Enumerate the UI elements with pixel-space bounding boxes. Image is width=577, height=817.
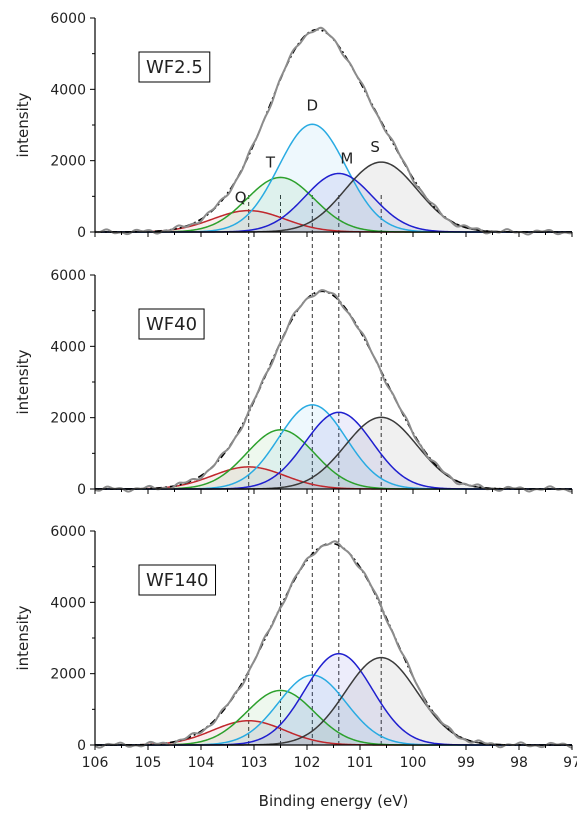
y-tick-label: 6000 xyxy=(50,11,86,27)
component-fill xyxy=(95,177,572,232)
fit-curve xyxy=(95,542,572,746)
y-tick-label: 4000 xyxy=(50,595,86,611)
component-fill xyxy=(95,417,572,489)
experimental-curve xyxy=(94,540,573,749)
y-tick-label: 0 xyxy=(77,482,86,498)
y-tick-label: 4000 xyxy=(50,82,86,98)
peak-label-d: D xyxy=(307,96,319,114)
component-fill xyxy=(95,429,572,489)
component-fill xyxy=(95,412,572,489)
peak-label-q: Q xyxy=(235,189,247,207)
y-tick-label: 2000 xyxy=(50,667,86,683)
x-tick-label: 98 xyxy=(510,755,528,771)
component-fill xyxy=(95,162,572,232)
component-fill xyxy=(95,690,572,745)
y-tick-label: 0 xyxy=(77,225,86,241)
panel-1: 0 2000 4000 6000 intensity WF2.5 QT D MS xyxy=(14,11,573,241)
y-tick-label: 6000 xyxy=(50,524,86,540)
component-fill xyxy=(95,466,572,489)
component-fill xyxy=(95,657,572,745)
peak-label-s: S xyxy=(370,138,380,156)
x-tick-label: 102 xyxy=(294,755,321,771)
x-tick-label: 101 xyxy=(347,755,374,771)
y-tick-label: 2000 xyxy=(50,411,86,427)
component-fill xyxy=(95,720,572,745)
sample-label: WF140 xyxy=(146,570,209,591)
y-tick-label: 4000 xyxy=(50,339,86,355)
component-fill xyxy=(95,404,572,489)
sample-label: WF40 xyxy=(146,314,197,335)
x-tick-label: 97 xyxy=(563,755,577,771)
y-tick-label: 0 xyxy=(77,738,86,754)
component-fill xyxy=(95,675,572,745)
y-axis-title: intensity xyxy=(14,349,32,414)
x-tick-label: 104 xyxy=(188,755,215,771)
sample-label-box xyxy=(138,51,211,83)
x-tick-label: 103 xyxy=(241,755,268,771)
x-tick-label: 106 xyxy=(82,755,109,771)
component-fill xyxy=(95,124,572,232)
sample-label-box xyxy=(138,308,205,340)
x-tick-label: 99 xyxy=(457,755,475,771)
x-tick-label: 100 xyxy=(400,755,427,771)
peak-label-t: T xyxy=(265,153,276,171)
panel-3: 0 2000 4000 6000 106 105 104 103 102 101 100 99 98 97… xyxy=(14,524,577,810)
x-axis-title: Binding energy (eV) xyxy=(259,792,409,810)
panel-2: 0 2000 4000 6000 intensity WF40 xyxy=(14,268,573,498)
peak-label-m: M xyxy=(340,150,353,168)
component-fill xyxy=(95,210,572,232)
y-axis-title: intensity xyxy=(14,92,32,157)
y-axis-title: intensity xyxy=(14,605,32,670)
component-fill xyxy=(95,653,572,745)
x-tick-label: 105 xyxy=(135,755,162,771)
sample-label: WF2.5 xyxy=(146,57,203,78)
sample-label-box xyxy=(138,564,217,596)
y-tick-label: 2000 xyxy=(50,154,86,170)
y-tick-label: 6000 xyxy=(50,268,86,284)
